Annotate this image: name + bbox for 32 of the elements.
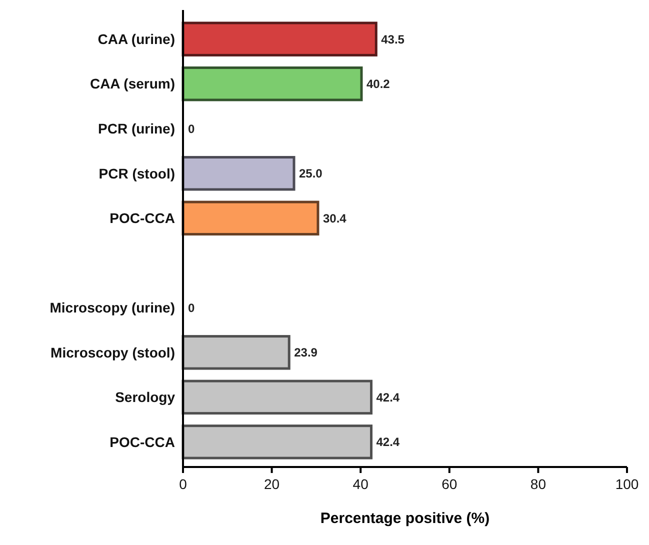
bar <box>182 22 378 56</box>
data-label: 40.2 <box>366 77 390 92</box>
y-tick-label: POC-CCA <box>110 434 175 450</box>
bar <box>182 200 320 236</box>
bar <box>182 380 373 415</box>
y-tick-label: CAA (urine) <box>98 30 175 47</box>
bar <box>182 335 290 370</box>
x-tick-label: 0 <box>179 476 188 492</box>
data-label: 43.5 <box>381 32 405 46</box>
y-tick-label: Microscopy (stool) <box>50 344 175 360</box>
data-label: 42.4 <box>376 390 400 404</box>
data-label: 0 <box>188 122 195 136</box>
y-tick-label: Serology <box>115 389 176 406</box>
x-tick-label: 60 <box>442 476 458 492</box>
y-tick-label: PCR (stool) <box>98 165 175 182</box>
data-label: 30.4 <box>322 211 347 226</box>
bar <box>182 424 373 460</box>
data-label: 23.9 <box>294 346 318 360</box>
x-tick-label: 100 <box>615 476 639 492</box>
x-tick-label: 40 <box>352 476 369 492</box>
data-label: 25.0 <box>299 166 323 181</box>
y-tick-label: PCR (urine) <box>98 120 175 136</box>
y-tick-label: Microscopy (urine) <box>50 300 175 316</box>
x-tick-label: 20 <box>264 476 280 492</box>
data-label: 42.4 <box>376 435 400 450</box>
y-tick-label: POC-CCA <box>110 210 175 226</box>
bar <box>182 66 363 102</box>
y-tick-label: CAA (serum) <box>90 76 175 92</box>
x-tick-label: 80 <box>530 476 546 492</box>
x-axis-title: Percentage positive (%) <box>320 510 490 527</box>
bar <box>182 156 296 191</box>
data-label: 0 <box>188 300 195 315</box>
